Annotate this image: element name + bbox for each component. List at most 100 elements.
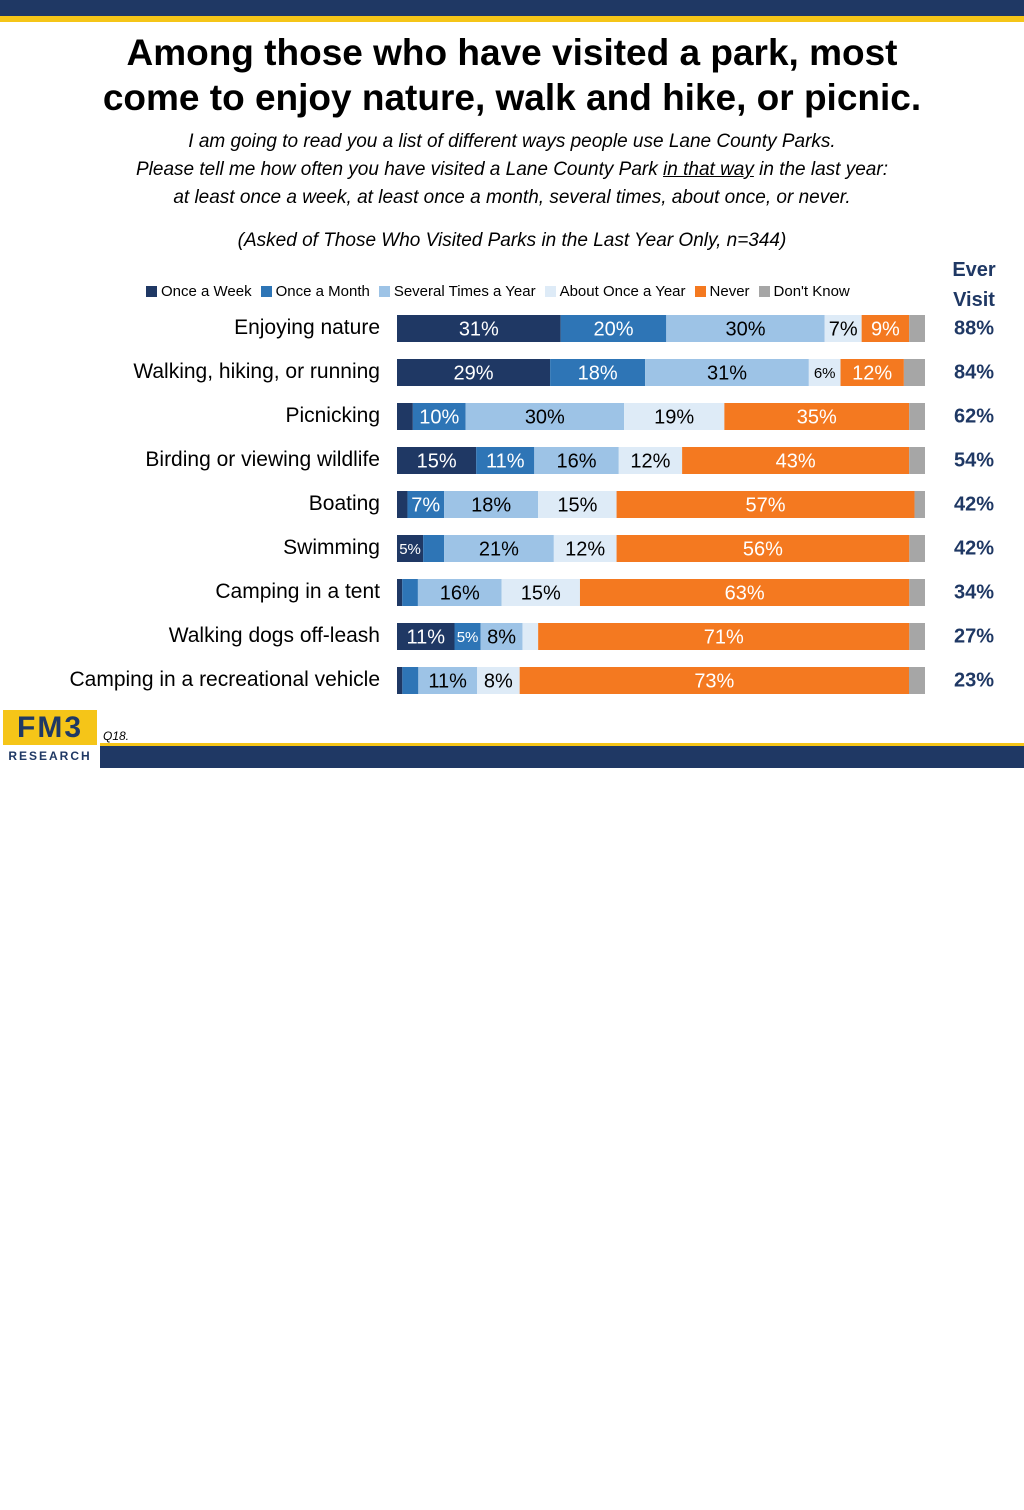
data-label: 11% <box>428 671 467 693</box>
data-label: 6% <box>814 365 836 382</box>
bar-segment <box>397 579 403 606</box>
bar-segment <box>914 491 925 518</box>
ever-visit-value: 27% <box>954 626 994 648</box>
bar-segment <box>808 359 841 386</box>
ever-visit-header: Ever Visit <box>944 255 1004 315</box>
bar-segment <box>402 579 418 606</box>
bar-segment <box>618 447 683 474</box>
bar-segment <box>909 447 925 474</box>
legend-item: About Once a Year <box>544 282 686 300</box>
sample-note: (Asked of Those Who Visited Parks in the… <box>237 230 787 251</box>
fm3-logo: FM3 RESEARCH <box>0 707 100 768</box>
legend-item: Don't Know <box>758 283 850 300</box>
ever-visit-value: 42% <box>954 538 994 560</box>
data-label: 29% <box>454 363 494 385</box>
bar-segment <box>553 535 617 562</box>
legend-swatch <box>146 285 157 297</box>
page-title: Among those who have visited a park, mos… <box>0 30 1024 120</box>
footer-band-navy: 9 <box>100 746 1024 1510</box>
bar-segment <box>682 447 910 474</box>
data-label: 71% <box>704 627 744 649</box>
legend-label: Once a Month <box>275 282 370 300</box>
legend-item: Never <box>694 282 750 300</box>
legend-label: About Once a Year <box>559 282 686 300</box>
legend-swatch <box>758 285 770 297</box>
bar-segment <box>444 535 554 562</box>
bar-segment <box>534 447 619 474</box>
bar-segment <box>909 667 925 694</box>
bar-segment <box>397 535 424 562</box>
legend-swatch <box>544 285 556 297</box>
data-label: 16% <box>440 583 480 605</box>
question-line-2-post: in the last year: <box>753 159 888 180</box>
ever-visit-header-line-1: Ever <box>952 259 996 281</box>
top-band-gold <box>0 16 1024 22</box>
data-label: 8% <box>487 627 516 649</box>
data-label: 16% <box>557 451 597 473</box>
bar-segment <box>538 491 617 518</box>
bar-segment <box>522 623 539 650</box>
bar-segment <box>538 623 910 650</box>
data-label: 56% <box>743 539 783 561</box>
ever-visit-value: 23% <box>954 670 994 692</box>
bar-segment <box>550 359 646 386</box>
data-label: 18% <box>578 363 618 385</box>
legend-item: Several Times a Year <box>378 282 536 300</box>
bar-segment <box>465 403 625 430</box>
ever-visit-header-line-2: Visit <box>953 289 995 311</box>
bar-segment <box>903 359 925 386</box>
bar-segment <box>397 315 561 342</box>
bar-segment <box>397 623 455 650</box>
ever-visit-value: 42% <box>954 494 994 516</box>
top-band-navy <box>0 0 1024 16</box>
data-label: 15% <box>417 451 457 473</box>
bar-segment <box>397 403 413 430</box>
bar-segment <box>909 623 925 650</box>
bar-segment <box>501 579 580 606</box>
question-line-1: I am going to read you a list of differe… <box>188 131 836 152</box>
data-label: 57% <box>746 495 786 517</box>
bar-segment <box>909 315 925 342</box>
data-label: 12% <box>852 363 892 385</box>
data-label: 63% <box>725 583 765 605</box>
bar-segment <box>666 315 825 342</box>
category-label: Birding or viewing wildlife <box>145 448 380 471</box>
bar-segment <box>418 667 477 694</box>
data-label: 12% <box>630 451 670 473</box>
legend-label: Several Times a Year <box>393 282 536 300</box>
question-text: I am going to read you a list of differe… <box>60 128 964 212</box>
bar-segment <box>412 403 466 430</box>
data-label: 30% <box>725 319 765 341</box>
category-label: Picnicking <box>285 404 380 427</box>
data-label: 18% <box>471 495 511 517</box>
data-label: 20% <box>593 319 633 341</box>
data-label: 9% <box>871 319 900 341</box>
bar-segment <box>909 535 925 562</box>
data-label: 7% <box>829 319 858 341</box>
question-line-2: Please tell me how often you have visite… <box>60 156 964 184</box>
bar-segment <box>579 579 910 606</box>
data-label: 15% <box>557 495 597 517</box>
footer-band-gold <box>100 743 1024 746</box>
bar-segment <box>402 667 419 694</box>
page-number: 9 <box>1006 1495 1014 1510</box>
bar-segment <box>480 623 523 650</box>
legend-label: Never <box>709 282 750 300</box>
category-label: Walking, hiking, or running <box>133 360 380 383</box>
bar-segment <box>407 491 445 518</box>
data-label: 10% <box>419 407 459 429</box>
data-label: 11% <box>486 451 525 473</box>
bar-segment <box>444 491 539 518</box>
bar-segment <box>397 667 403 694</box>
bar-segment <box>724 403 910 430</box>
data-label: 11% <box>406 627 445 649</box>
legend-item: Once a Week <box>146 283 252 300</box>
stacked-bar-chart: Enjoying nature 31% 20% 30% 7% 9% 88% Walking, … <box>70 315 994 694</box>
category-label: Camping in a tent <box>215 580 380 603</box>
data-label: 5% <box>399 541 421 558</box>
ever-visit-value: 54% <box>954 450 994 472</box>
bar-segment <box>397 359 551 386</box>
category-label: Camping in a recreational vehicle <box>70 668 381 691</box>
data-label: 7% <box>411 495 440 517</box>
data-label: 43% <box>776 451 816 473</box>
